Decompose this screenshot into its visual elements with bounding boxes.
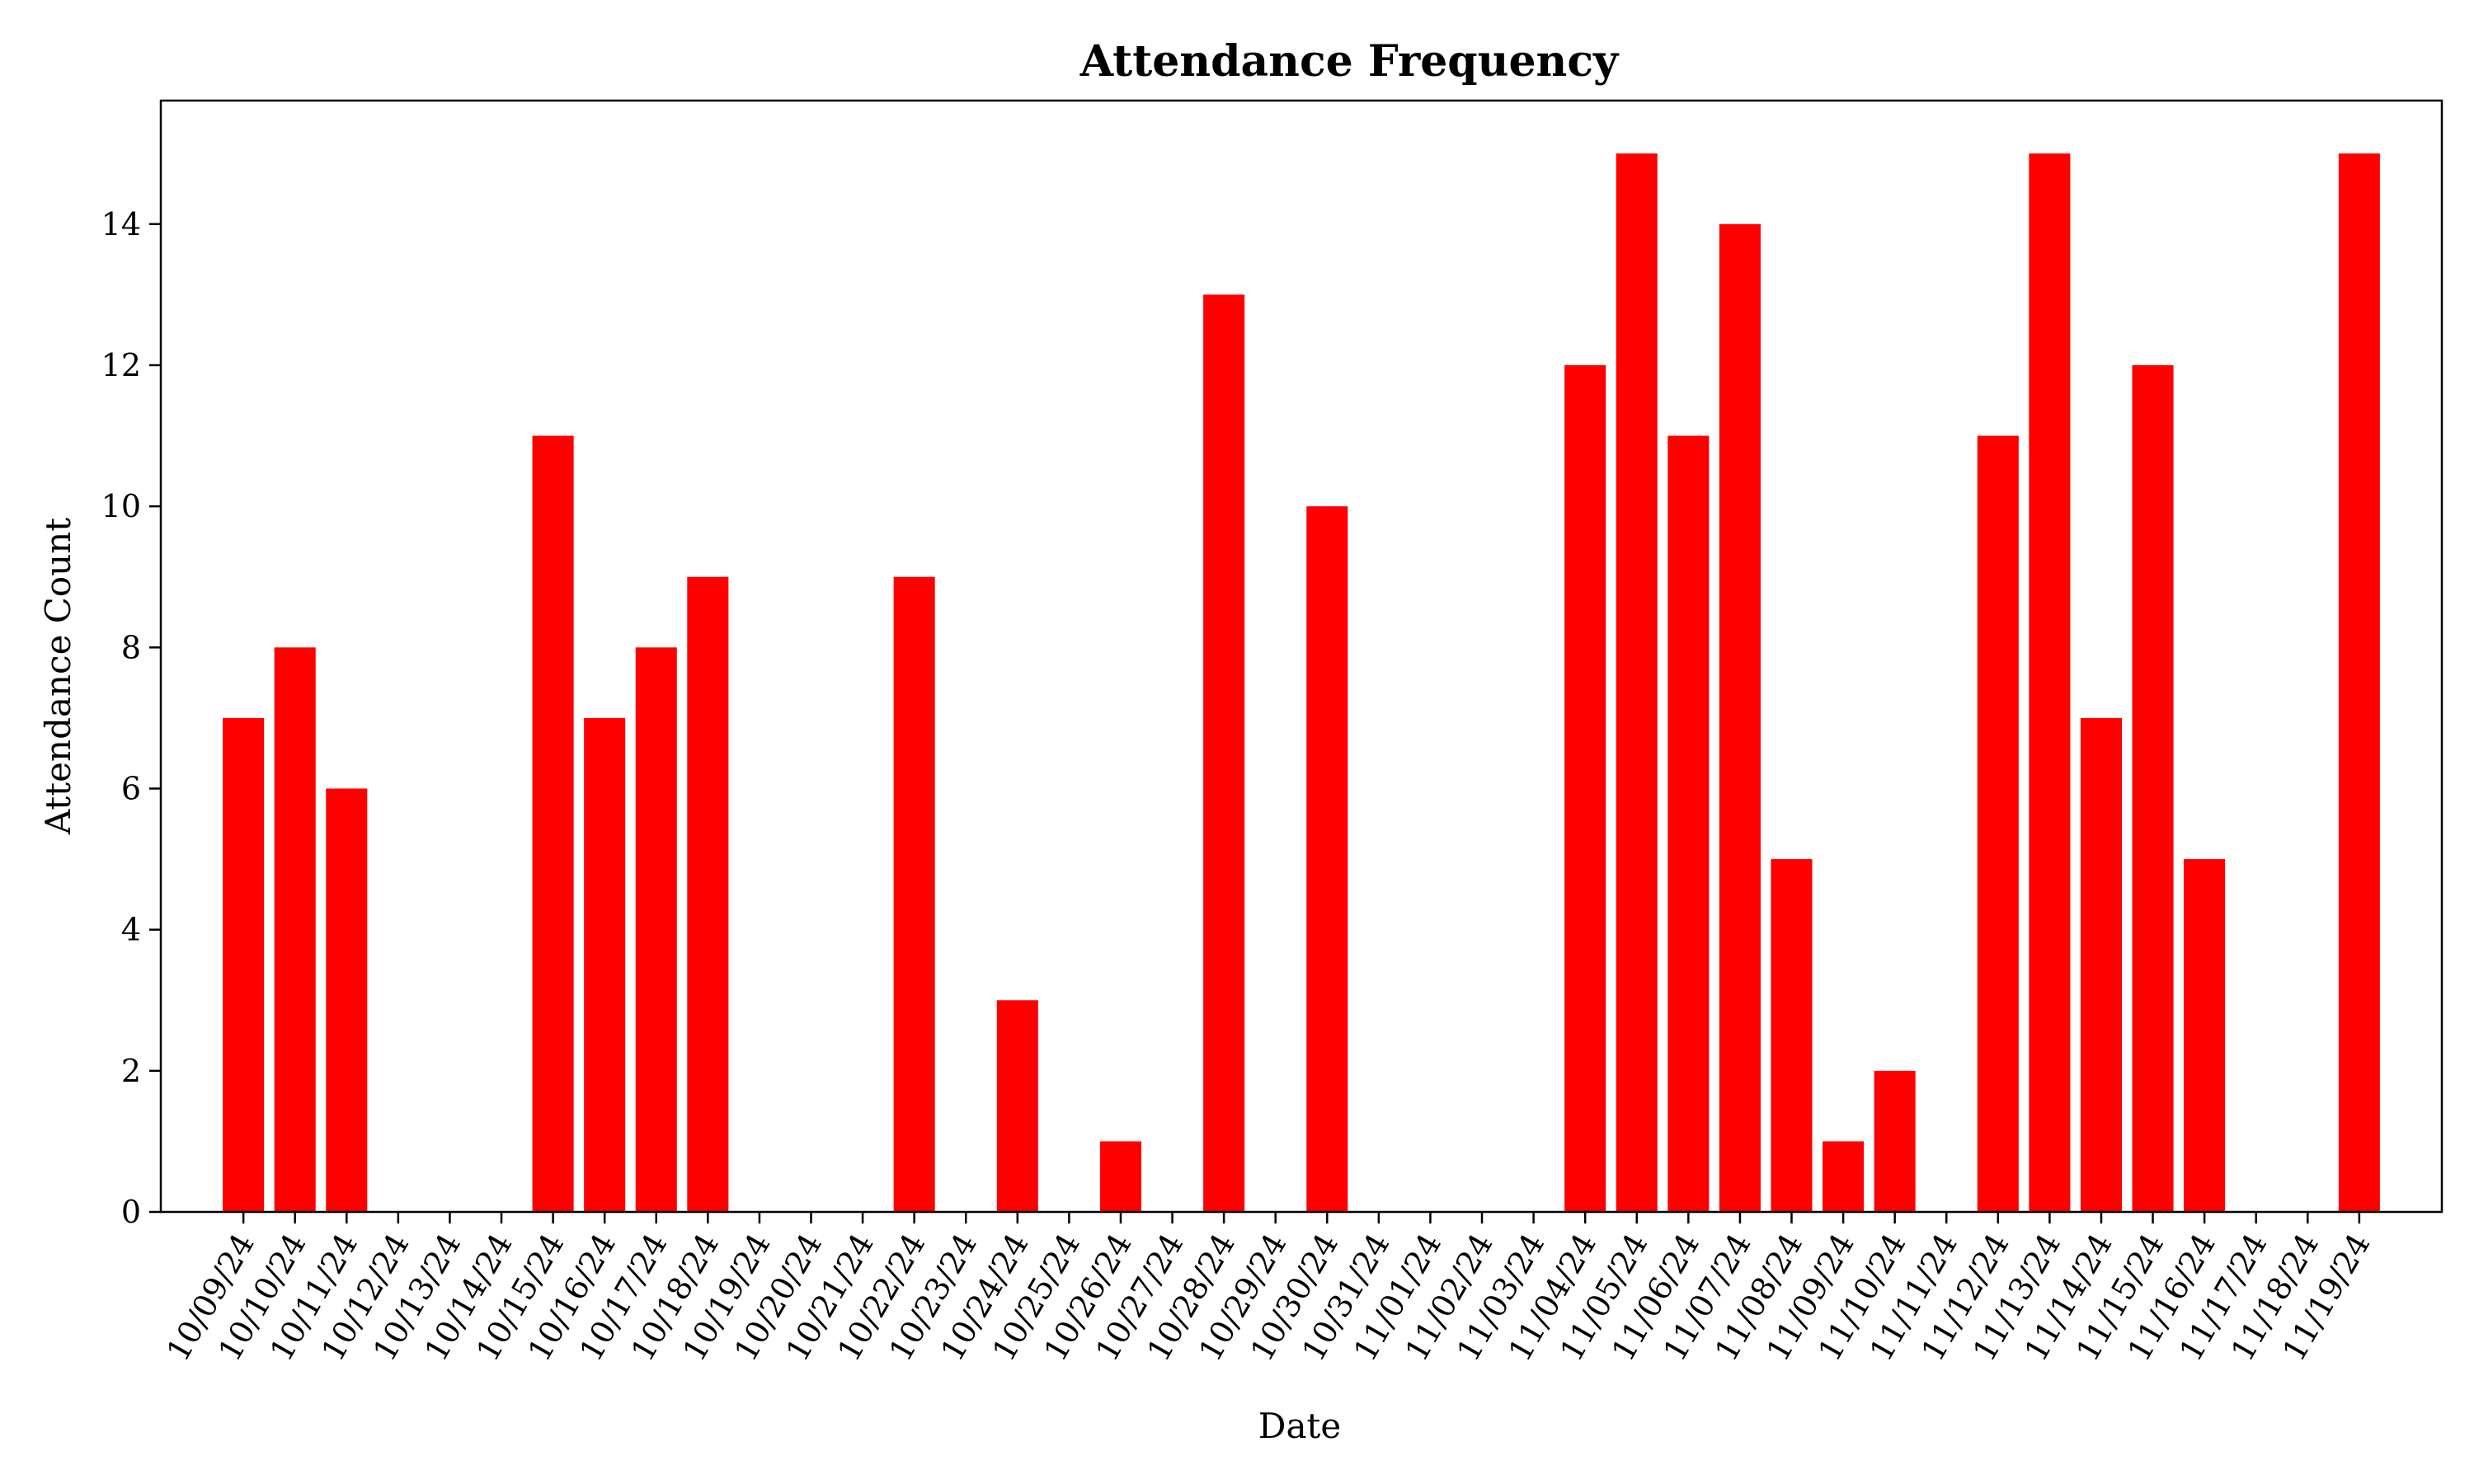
bar-11/13/24: [2029, 153, 2071, 1213]
bar-11/14/24: [2080, 717, 2123, 1212]
bar-10/11/24: [326, 788, 368, 1212]
x-axis: 10/09/2410/10/2410/11/2410/12/2410/13/24…: [159, 1212, 2378, 1367]
y-axis-label: Attendance Count: [38, 518, 78, 835]
y-tick-label: 4: [121, 912, 141, 948]
y-tick-label: 0: [121, 1194, 141, 1230]
bar-11/15/24: [2132, 364, 2174, 1213]
y-tick-label: 8: [121, 629, 141, 665]
y-tick-label: 6: [121, 770, 141, 806]
y-tick-label: 2: [121, 1053, 141, 1089]
bar-10/16/24: [584, 717, 626, 1212]
bar-11/08/24: [1771, 859, 1813, 1212]
bar-11/05/24: [1616, 153, 1658, 1213]
bar-10/26/24: [1099, 1141, 1141, 1212]
chart-title: Attendance Frequency: [1079, 36, 1620, 87]
bar-11/09/24: [1823, 1141, 1865, 1212]
x-axis-label: Date: [1258, 1406, 1341, 1446]
bar-11/16/24: [2184, 859, 2226, 1212]
bar-10/17/24: [635, 647, 677, 1212]
bar-11/10/24: [1874, 1070, 1916, 1212]
y-tick-label: 12: [101, 347, 141, 383]
bar-10/10/24: [274, 647, 316, 1212]
bar-11/07/24: [1719, 223, 1761, 1212]
y-axis: 0 2 4 6 8 10 12 14: [101, 206, 161, 1230]
bar-11/06/24: [1667, 435, 1710, 1212]
bar-10/28/24: [1203, 294, 1245, 1212]
bar-10/24/24: [996, 1000, 1038, 1212]
bar-11/04/24: [1564, 364, 1606, 1213]
bar-11/12/24: [1977, 435, 2019, 1212]
bar-10/15/24: [532, 435, 574, 1212]
bar-10/22/24: [893, 576, 935, 1212]
bar-11/19/24: [2338, 153, 2380, 1213]
y-tick-label: 14: [101, 206, 141, 242]
bar-10/18/24: [687, 576, 729, 1212]
bar-10/30/24: [1306, 506, 1348, 1212]
y-tick-label: 10: [101, 488, 141, 524]
plot-frame: [159, 99, 2443, 1214]
bars-group: [223, 153, 2380, 1213]
bar-10/09/24: [223, 717, 265, 1212]
